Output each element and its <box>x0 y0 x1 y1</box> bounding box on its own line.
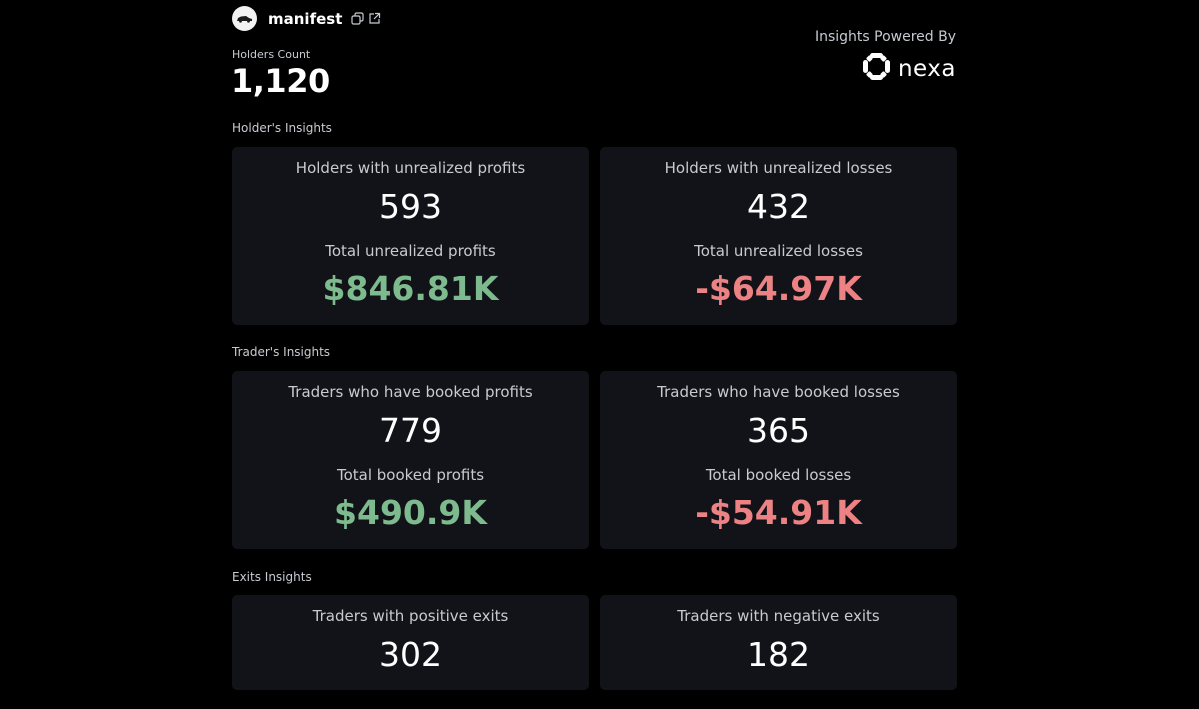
brand-name: nexa <box>897 55 956 82</box>
card-count: 432 <box>747 187 810 226</box>
holders-count-value: 1,120 <box>231 62 330 100</box>
card-subtitle: Total booked profits <box>336 466 485 484</box>
section-label-exits: Exits Insights <box>232 570 312 584</box>
card-positive-exits: Traders with positive exits 302 <box>232 595 589 690</box>
card-title: Traders with positive exits <box>312 607 509 625</box>
card-booked-profits: Traders who have booked profits 779 Tota… <box>232 371 589 549</box>
external-link-icon[interactable] <box>368 12 381 25</box>
card-unrealized-losses: Holders with unrealized losses 432 Total… <box>600 147 957 325</box>
section-label-holders: Holder's Insights <box>232 121 332 135</box>
card-subtitle: Total unrealized profits <box>325 242 496 260</box>
card-amount: $490.9K <box>334 493 487 532</box>
card-title: Traders with negative exits <box>677 607 880 625</box>
brand-logo: nexa <box>815 53 956 84</box>
powered-by: Insights Powered By nexa <box>815 29 956 84</box>
card-unrealized-profits: Holders with unrealized profits 593 Tota… <box>232 147 589 325</box>
card-count: 302 <box>379 635 442 674</box>
card-count: 593 <box>379 187 442 226</box>
token-name: manifest <box>268 9 343 28</box>
card-amount: $846.81K <box>322 269 499 308</box>
nexa-logo-icon <box>862 53 890 84</box>
card-count: 182 <box>747 635 810 674</box>
card-title: Traders who have booked losses <box>657 383 900 401</box>
card-negative-exits: Traders with negative exits 182 <box>600 595 957 690</box>
holders-count-label: Holders Count <box>232 48 311 61</box>
card-amount: -$54.91K <box>695 493 862 532</box>
car-logo-icon <box>232 6 257 31</box>
card-amount: -$64.97K <box>695 269 862 308</box>
card-subtitle: Total booked losses <box>705 466 852 484</box>
section-label-traders: Trader's Insights <box>232 345 331 359</box>
card-count: 365 <box>747 411 810 450</box>
card-booked-losses: Traders who have booked losses 365 Total… <box>600 371 957 549</box>
copy-icon[interactable] <box>351 12 364 25</box>
token-header: manifest <box>232 6 381 31</box>
card-count: 779 <box>379 411 442 450</box>
card-subtitle: Total unrealized losses <box>694 242 863 260</box>
powered-by-label: Insights Powered By <box>814 29 956 45</box>
card-title: Holders with unrealized losses <box>664 159 893 177</box>
card-title: Traders who have booked profits <box>288 383 533 401</box>
card-title: Holders with unrealized profits <box>295 159 526 177</box>
